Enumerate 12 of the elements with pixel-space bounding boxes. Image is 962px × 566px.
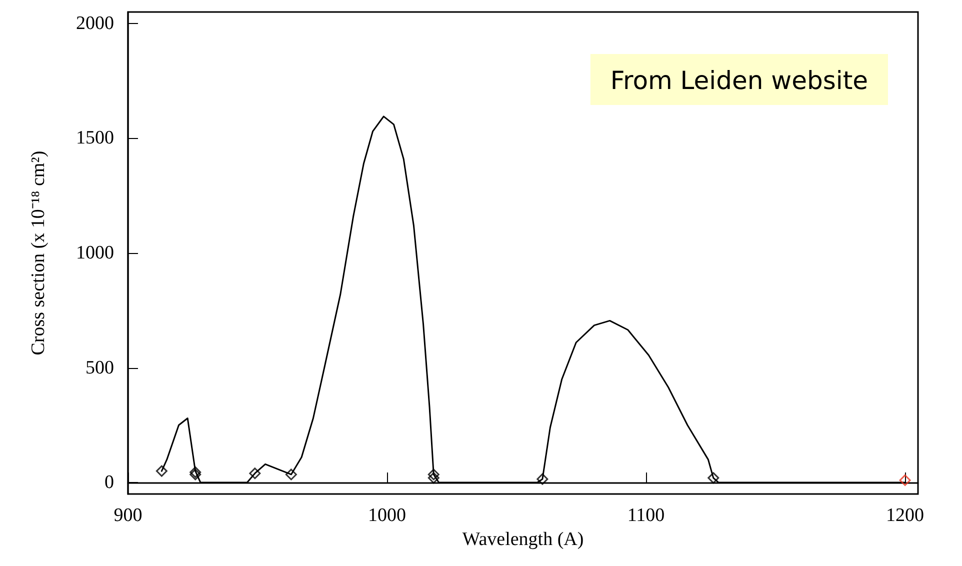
annotation: From Leiden website — [610, 66, 868, 95]
x-axis-title: Wavelength (A) — [462, 528, 584, 550]
x-tick-label: 1000 — [368, 505, 406, 526]
y-tick-label: 2000 — [76, 12, 114, 34]
x-tick-label: 1200 — [886, 505, 924, 526]
y-tick-label: 500 — [86, 357, 114, 378]
x-tick-label: 1100 — [627, 505, 665, 526]
y-tick-label: 1000 — [76, 242, 114, 264]
x-tick-label: 900 — [114, 505, 142, 526]
y-tick-label: 1500 — [76, 128, 114, 149]
y-tick-label: 0 — [104, 472, 114, 494]
y-axis-title: Cross section (x 10⁻¹⁸ cm²) — [28, 150, 49, 356]
